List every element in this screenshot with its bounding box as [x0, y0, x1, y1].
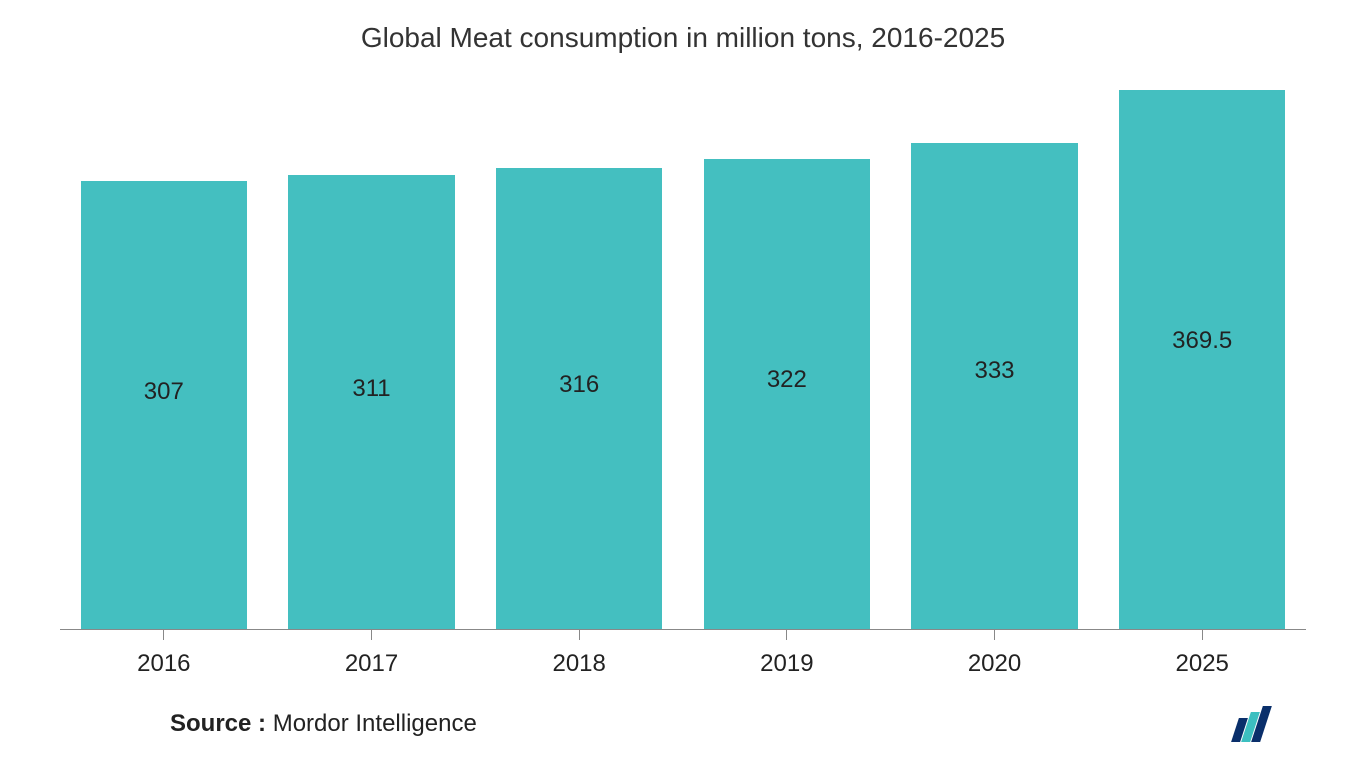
- chart-title: Global Meat consumption in million tons,…: [60, 22, 1306, 54]
- x-tick-mark: [1202, 630, 1203, 640]
- source-name: Mordor Intelligence: [273, 710, 477, 737]
- x-tick-mark: [579, 630, 580, 640]
- brand-logo-icon: [1235, 706, 1266, 742]
- x-tick-mark: [163, 630, 164, 640]
- bar-slot: 322: [683, 159, 891, 629]
- x-tick-label: 2025: [1176, 650, 1229, 678]
- bar-slot: 316: [475, 168, 683, 629]
- x-tick-label: 2020: [968, 650, 1021, 678]
- bar: 311: [288, 175, 454, 629]
- x-tick: 2018: [475, 630, 683, 678]
- bar: 307: [81, 181, 247, 629]
- plot-area: 307 311 316 322 333 369.5 2016 2017 2018 2019 202…: [60, 89, 1306, 678]
- source-prefix: Source :: [170, 710, 266, 737]
- bar: 316: [496, 168, 662, 629]
- bar: 333: [911, 143, 1077, 629]
- x-tick: 2016: [60, 630, 268, 678]
- bar-slot: 333: [891, 143, 1099, 629]
- x-tick-label: 2016: [137, 650, 190, 678]
- x-tick: 2019: [683, 630, 891, 678]
- x-tick-mark: [371, 630, 372, 640]
- bar-value-label: 369.5: [1119, 327, 1285, 355]
- x-tick-label: 2019: [760, 650, 813, 678]
- bar: 369.5: [1119, 90, 1285, 629]
- bar-value-label: 322: [704, 366, 870, 394]
- x-tick-mark: [994, 630, 995, 640]
- x-axis-line: [60, 629, 1306, 630]
- source-attribution: Source : Mordor Intelligence: [170, 710, 477, 738]
- bars-row: 307 311 316 322 333 369.5: [60, 89, 1306, 629]
- x-tick: 2020: [891, 630, 1099, 678]
- bar-value-label: 316: [496, 371, 662, 399]
- chart-container: Global Meat consumption in million tons,…: [0, 0, 1366, 768]
- x-tick-label: 2017: [345, 650, 398, 678]
- bar: 322: [704, 159, 870, 629]
- bar-value-label: 307: [81, 378, 247, 406]
- bar-slot: 307: [60, 181, 268, 629]
- x-tick: 2017: [268, 630, 476, 678]
- bar-value-label: 311: [288, 375, 454, 403]
- bar-value-label: 333: [911, 357, 1077, 385]
- chart-footer: Source : Mordor Intelligence: [0, 706, 1366, 742]
- x-tick-mark: [786, 630, 787, 640]
- bar-slot: 311: [268, 175, 476, 629]
- x-ticks-row: 2016 2017 2018 2019 2020 2025: [60, 630, 1306, 678]
- x-tick: 2025: [1098, 630, 1306, 678]
- bar-slot: 369.5: [1098, 90, 1306, 629]
- x-tick-label: 2018: [552, 650, 605, 678]
